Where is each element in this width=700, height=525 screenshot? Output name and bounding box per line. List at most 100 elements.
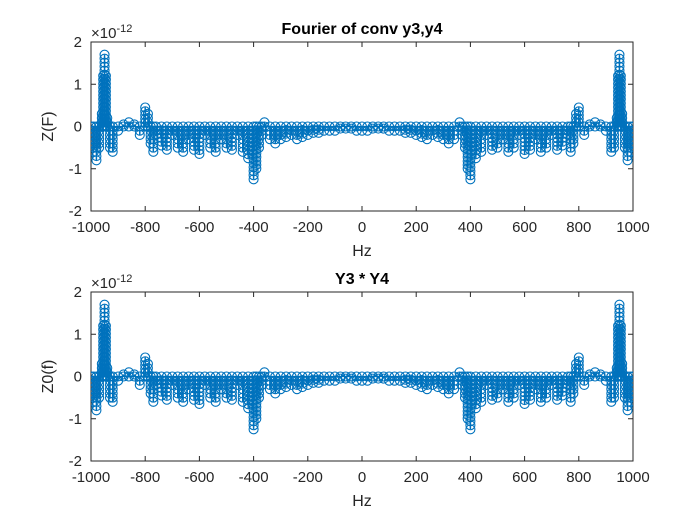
- data-point: [573, 117, 584, 128]
- data-point: [156, 121, 167, 132]
- data-point: [161, 144, 172, 155]
- data-point: [340, 123, 351, 134]
- data-point: [100, 101, 111, 113]
- data-point: [251, 163, 262, 174]
- x-tick-label: 1000: [616, 219, 649, 236]
- data-point: [99, 299, 110, 310]
- data-point: [508, 142, 519, 153]
- data-point: [251, 148, 262, 159]
- data-point: [378, 373, 389, 384]
- data-point: [194, 137, 205, 148]
- data-point: [194, 141, 205, 152]
- data-point: [94, 388, 105, 399]
- data-point: [470, 387, 481, 398]
- data-point: [251, 144, 262, 155]
- data-point: [91, 155, 102, 166]
- data-point: [614, 53, 625, 64]
- data-point: [552, 121, 563, 132]
- data-point: [251, 136, 262, 147]
- data-point: [221, 138, 232, 149]
- data-point: [470, 395, 481, 406]
- data-point: [627, 371, 633, 382]
- x-tick-label: -600: [184, 469, 214, 486]
- data-point: [253, 142, 265, 153]
- data-point: [100, 70, 111, 81]
- data-point: [465, 166, 476, 177]
- data-point: [615, 101, 626, 113]
- data-point: [573, 102, 584, 113]
- data-point: [107, 146, 118, 157]
- data-point: [615, 332, 626, 343]
- data-point: [400, 124, 411, 135]
- data-point: [302, 121, 313, 132]
- data-point: [142, 108, 153, 119]
- data-point: [432, 128, 443, 139]
- data-point: [625, 146, 633, 157]
- chart-title: Fourier of conv y3,y4: [282, 21, 443, 38]
- data-point: [573, 106, 584, 117]
- data-point: [140, 106, 151, 117]
- data-point: [248, 170, 259, 181]
- x-tick-label: -200: [293, 219, 323, 236]
- data-point: [100, 332, 111, 343]
- y-tick-label: 1: [74, 76, 82, 93]
- data-point: [615, 324, 626, 335]
- data-point: [100, 90, 111, 101]
- data-point: [476, 146, 487, 157]
- data-point: [210, 396, 221, 407]
- data-point: [573, 356, 584, 367]
- data-point: [470, 399, 481, 410]
- data-point: [329, 121, 340, 132]
- x-tick-label: 600: [512, 469, 537, 486]
- data-point: [308, 371, 319, 382]
- data-point: [194, 387, 205, 398]
- data-point: [251, 406, 262, 417]
- data-point: [251, 390, 262, 401]
- data-point: [625, 396, 633, 407]
- data-point: [625, 375, 633, 386]
- data-point: [210, 146, 221, 157]
- data-point: [178, 392, 189, 403]
- y-scale-base: ×10: [91, 275, 116, 292]
- y-scale-base: ×10: [91, 25, 116, 42]
- data-point: [465, 416, 476, 427]
- data-point: [568, 388, 579, 399]
- data-point: [226, 390, 237, 401]
- data-point: [411, 121, 422, 132]
- data-point: [142, 358, 153, 369]
- data-point: [161, 129, 172, 140]
- data-point: [481, 121, 492, 132]
- data-point: [465, 420, 476, 431]
- data-point: [248, 158, 259, 169]
- x-axis-label: Hz: [352, 243, 372, 260]
- data-point: [237, 146, 248, 157]
- data-point: [579, 379, 590, 391]
- x-tick-label: -1000: [72, 469, 110, 486]
- data-point: [251, 402, 262, 413]
- data-point: [524, 144, 536, 155]
- data-point: [615, 86, 626, 97]
- data-point: [552, 125, 563, 136]
- data-point: [615, 94, 626, 105]
- data-point: [615, 344, 626, 355]
- data-point: [541, 388, 552, 399]
- data-point: [508, 388, 519, 399]
- data-point: [100, 340, 111, 351]
- data-point: [541, 142, 552, 153]
- y-tick-label: 2: [74, 34, 82, 51]
- data-point: [248, 162, 259, 173]
- data-point: [100, 355, 111, 366]
- data-point: [595, 369, 606, 380]
- data-point: [508, 138, 519, 149]
- data-point: [625, 125, 633, 136]
- data-point: [487, 383, 498, 394]
- data-point: [297, 378, 308, 389]
- data-point: [615, 70, 626, 81]
- data-point: [308, 121, 319, 132]
- data-point: [615, 348, 626, 359]
- data-point: [476, 396, 487, 407]
- data-point: [134, 121, 145, 132]
- data-point: [99, 307, 110, 318]
- data-point: [335, 123, 346, 134]
- data-point: [378, 123, 389, 134]
